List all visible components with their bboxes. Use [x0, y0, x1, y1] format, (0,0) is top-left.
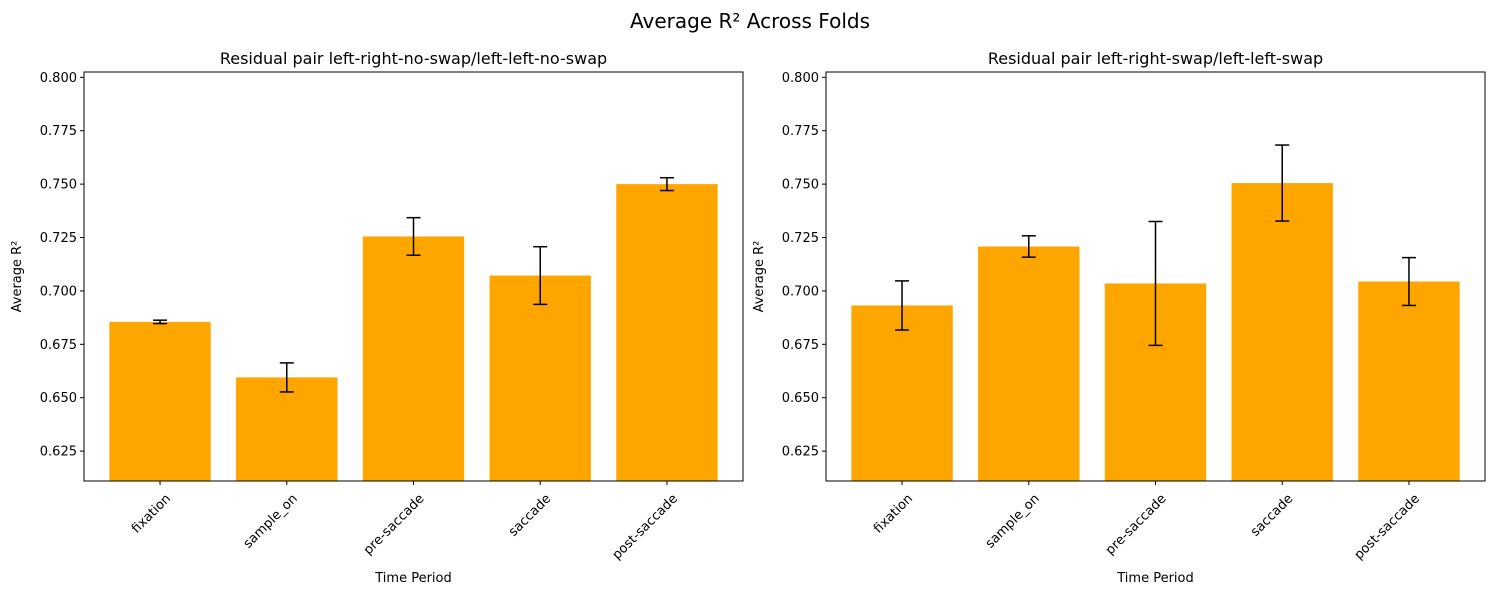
x-tick-label: fixation [871, 491, 916, 536]
bar-marks: 0.625 0.650 0.675 0.700 0.725 0.750 0.775 0.800… [40, 71, 718, 563]
axes-frame [83, 71, 744, 482]
bar [1358, 281, 1460, 481]
y-tick-label: 0.725 [40, 231, 77, 246]
bar [851, 305, 953, 481]
y-tick-label: 0.700 [40, 284, 77, 299]
y-axis-label: Average R² [752, 241, 767, 313]
y-tick-label: 0.800 [782, 71, 819, 86]
bar [1231, 183, 1333, 481]
y-tick-label: 0.625 [40, 445, 77, 460]
chart-panel-right: Residual pair left-right-swap/left-left-… [752, 49, 1486, 586]
y-tick-label: 0.650 [40, 391, 77, 406]
y-tick-label: 0.675 [782, 338, 819, 353]
x-tick-label: fixation [129, 491, 174, 536]
y-tick-label: 0.725 [782, 231, 819, 246]
chart-panel-left: Residual pair left-right-no-swap/left-le… [10, 49, 744, 586]
panel-title: Residual pair left-right-no-swap/left-le… [220, 49, 607, 68]
bar [978, 246, 1080, 481]
bar [616, 184, 718, 481]
x-axis-label: Time Period [1116, 571, 1193, 586]
y-tick-label: 0.650 [782, 391, 819, 406]
y-tick-label: 0.775 [40, 124, 77, 139]
x-tick-label: saccade [1248, 491, 1296, 539]
x-tick-label: saccade [506, 491, 554, 539]
x-tick-label: sample_on [241, 491, 301, 551]
bar-marks: 0.625 0.650 0.675 0.700 0.725 0.750 0.775 0.800… [782, 71, 1460, 563]
axes-frame [825, 71, 1486, 482]
y-tick-label: 0.800 [40, 71, 77, 86]
y-tick-label: 0.750 [40, 178, 77, 193]
x-tick-label: pre-saccade [1103, 491, 1170, 558]
panel-title: Residual pair left-right-swap/left-left-… [988, 49, 1323, 68]
x-tick-label: post-saccade [610, 491, 681, 562]
x-axis-label: Time Period [374, 571, 451, 586]
bar [236, 377, 338, 481]
bar [362, 236, 465, 481]
y-axis-label: Average R² [10, 241, 25, 313]
bar [489, 275, 591, 481]
x-tick-label: post-saccade [1352, 491, 1423, 562]
y-tick-label: 0.775 [782, 124, 819, 139]
y-tick-label: 0.675 [40, 338, 77, 353]
x-tick-label: pre-saccade [361, 491, 428, 558]
y-tick-label: 0.700 [782, 284, 819, 299]
bar [109, 321, 211, 481]
y-tick-label: 0.750 [782, 178, 819, 193]
x-tick-label: sample_on [983, 491, 1043, 551]
figure-suptitle: Average R² Across Folds [630, 9, 870, 33]
y-tick-label: 0.625 [782, 445, 819, 460]
